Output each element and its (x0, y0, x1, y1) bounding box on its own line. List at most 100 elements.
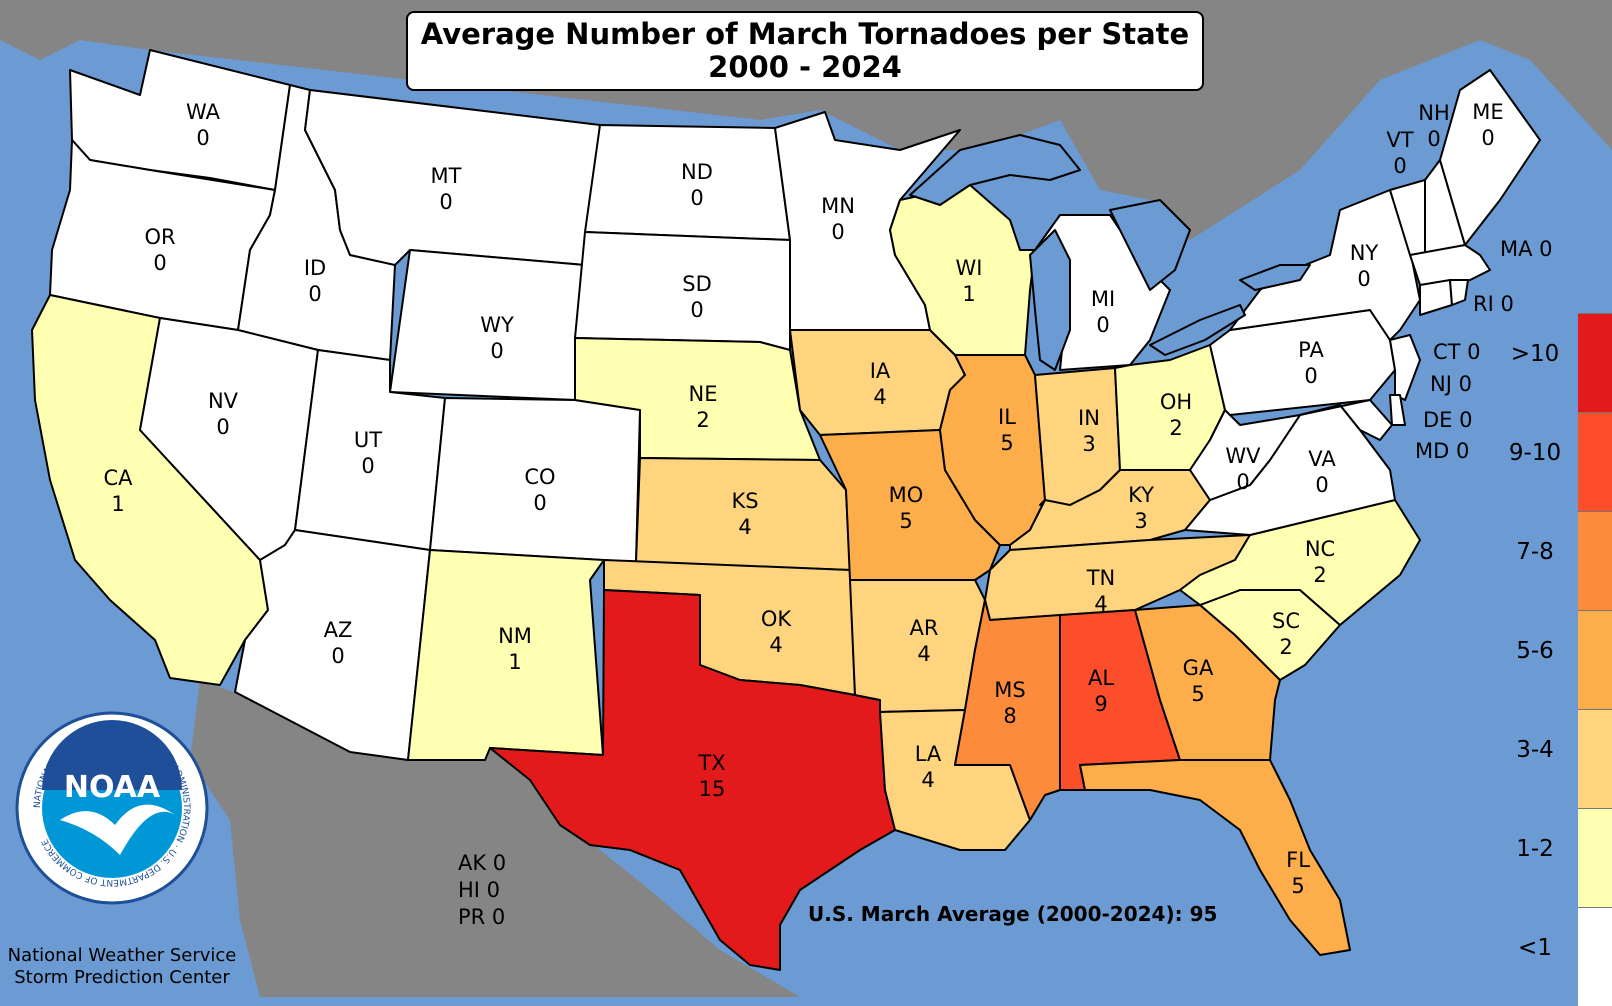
state-abbr: TN (1086, 566, 1116, 590)
state-label-mo: MO 5 (866, 482, 946, 534)
legend-swatch (1578, 709, 1612, 808)
state-abbr: IA (869, 359, 891, 383)
label-ma: MA 0 (1500, 237, 1553, 261)
lake-ontario (1239, 264, 1311, 291)
state-abbr: ME (1472, 100, 1504, 124)
state-value: 0 (308, 282, 322, 306)
noaa-top-icon (42, 720, 182, 790)
state-tx[interactable] (489, 589, 896, 971)
state-label-ny: NY 0 (1324, 240, 1404, 292)
label-ak: AK 0 (458, 851, 507, 875)
state-label-sc: SC 2 (1246, 608, 1326, 660)
legend-swatch (1578, 511, 1612, 610)
state-value: 0 (153, 251, 167, 275)
state-value: 0 (1236, 470, 1250, 494)
mexico-land (190, 680, 800, 997)
state-value: 4 (917, 642, 931, 666)
state-label-sd: SD 0 (657, 271, 737, 323)
state-wv[interactable] (1189, 409, 1301, 501)
legend-swatch (1578, 313, 1612, 412)
state-value: 5 (1000, 431, 1014, 455)
state-label-nd: ND 0 (657, 159, 737, 211)
state-label-al: AL 9 (1061, 665, 1141, 717)
state-label-tx: TX 15 (672, 750, 752, 802)
label-nj: NJ 0 (1430, 372, 1472, 396)
state-value: 0 (533, 491, 547, 515)
state-md[interactable] (1299, 399, 1393, 441)
state-value: 3 (1082, 432, 1096, 456)
state-label-wv: WV 0 (1203, 443, 1283, 495)
state-abbr: IL (998, 405, 1016, 429)
legend-label: 9-10 (1508, 440, 1562, 466)
credit-line1: National Weather Service (7, 945, 237, 966)
credit-line2: Storm Prediction Center (14, 967, 230, 988)
state-abbr: KS (731, 489, 759, 513)
state-label-az: AZ 0 (298, 617, 378, 669)
state-value: 0 (216, 415, 230, 439)
legend-label: 5-6 (1516, 638, 1554, 664)
state-abbr: NY (1349, 241, 1379, 265)
state-abbr: SD (682, 272, 712, 296)
state-label-wa: WA 0 (163, 99, 243, 151)
state-value: 9 (1094, 692, 1108, 716)
state-nc[interactable] (1179, 499, 1421, 626)
state-label-ga: GA 5 (1158, 655, 1238, 707)
state-value: 0 (361, 454, 375, 478)
label-ct: CT 0 (1433, 340, 1481, 364)
state-label-ks: KS 4 (705, 488, 785, 540)
lake-superior (909, 134, 1081, 206)
state-de[interactable] (1389, 394, 1406, 426)
state-abbr: MS (994, 678, 1026, 702)
offmap-values: AK 0 HI 0 PR 0 (458, 850, 506, 931)
label-pr: PR 0 (458, 905, 506, 929)
canada-land (0, 0, 1612, 240)
state-nj[interactable] (1389, 334, 1421, 401)
state-abbr: CO (524, 465, 556, 489)
state-label-ne: NE 2 (663, 381, 743, 433)
legend-label: <1 (1518, 935, 1552, 961)
state-abbr: AR (909, 616, 939, 640)
state-ri[interactable] (1449, 279, 1469, 306)
legend-label: 7-8 (1516, 539, 1554, 565)
state-label-mt: MT 0 (406, 163, 486, 215)
state-abbr: VA (1308, 447, 1336, 471)
legend-swatch (1578, 412, 1612, 511)
state-label-mi: MI 0 (1063, 286, 1143, 338)
state-value: 0 (1427, 127, 1441, 151)
state-abbr: MO (888, 483, 924, 507)
state-label-wy: WY 0 (457, 312, 537, 364)
state-value: 1 (111, 492, 125, 516)
state-ct[interactable] (1419, 279, 1453, 316)
state-value: 0 (1393, 154, 1407, 178)
state-value: 0 (196, 126, 210, 150)
state-value: 2 (696, 408, 710, 432)
state-label-ky: KY 3 (1101, 482, 1181, 534)
map-subtitle: 2000 - 2024 (708, 50, 902, 84)
state-fl[interactable] (1079, 759, 1351, 956)
state-label-ms: MS 8 (970, 677, 1050, 729)
state-abbr: AL (1087, 666, 1115, 690)
state-label-oh: OH 2 (1136, 389, 1216, 441)
state-label-il: IL 5 (967, 404, 1047, 456)
title-box: Average Number of March Tornadoes per St… (406, 11, 1204, 91)
lake-huron (1109, 199, 1191, 291)
us-average: U.S. March Average (2000-2024): 95 (808, 902, 1218, 926)
state-abbr: ID (303, 256, 327, 280)
state-value: 5 (1191, 682, 1205, 706)
state-abbr: IN (1078, 406, 1100, 430)
state-value: 0 (1481, 126, 1495, 150)
legend-swatch (1578, 907, 1612, 1006)
state-value: 4 (738, 515, 752, 539)
state-label-tn: TN 4 (1061, 565, 1141, 617)
state-label-ut: UT 0 (328, 427, 408, 479)
state-label-nv: NV 0 (183, 388, 263, 440)
state-value: 5 (1291, 874, 1305, 898)
state-abbr: CA (103, 466, 133, 490)
state-value: 0 (690, 186, 704, 210)
state-abbr: SC (1272, 609, 1300, 633)
state-value: 0 (1304, 364, 1318, 388)
legend (1578, 313, 1612, 1006)
state-value: 1 (962, 282, 976, 306)
